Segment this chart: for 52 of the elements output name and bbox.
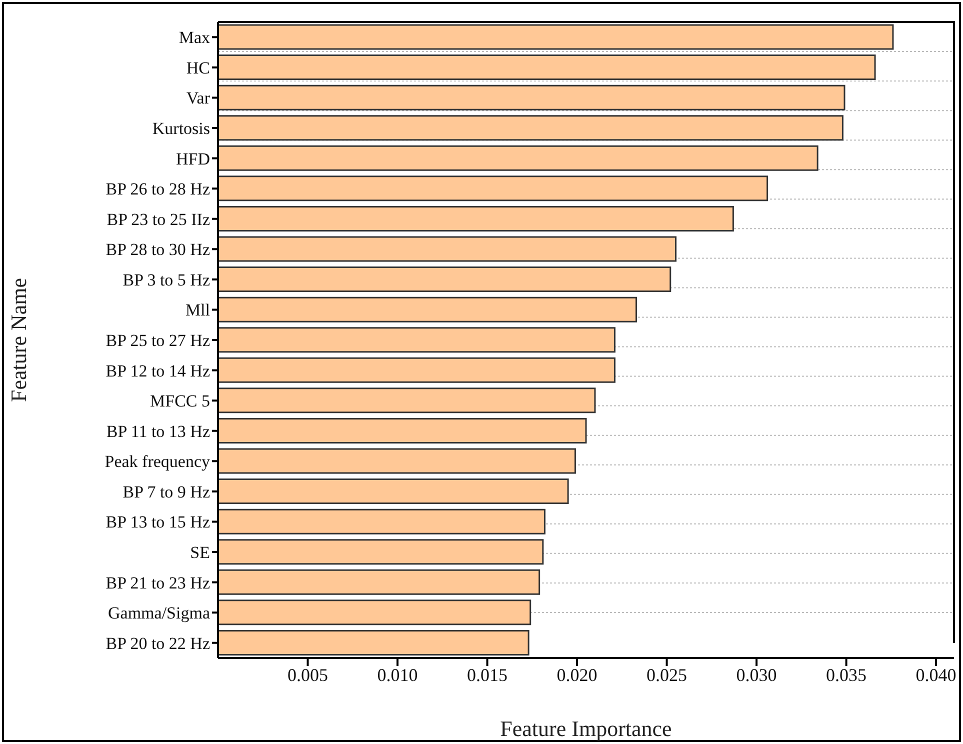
bar [218,115,844,141]
x-tick-label: 0.010 [377,664,418,685]
bar [218,357,616,383]
bar [218,508,546,534]
x-tick-label: 0.015 [467,664,508,685]
bar [218,448,576,474]
bar [218,600,532,626]
bar [218,478,569,504]
y-tick-label: HC [186,58,210,78]
bar [218,539,544,565]
y-tick-label: BP 21 to 23 Hz [106,573,210,592]
y-tick-label: Gamma/Sigma [108,604,210,623]
x-tick-label: 0.020 [556,664,598,685]
bar [218,84,846,110]
y-tick-label: Var [186,88,210,108]
y-tick-label: Max [178,28,210,48]
y-tick-label: BP 28 to 30 Hz [106,240,210,260]
bar [218,388,596,414]
y-tick-label: BP 3 to 5 Hz [122,270,210,290]
x-tick-label: 0.025 [646,664,688,685]
y-tick-label: Mll [185,300,210,320]
y-tick-label: BP 13 to 15 Hz [106,512,210,532]
bar [218,630,530,656]
y-tick-label: BP 12 to 14 Hz [106,361,210,380]
bar [218,418,587,444]
bar [218,327,616,353]
y-tick-label: BP 11 to 13 Hz [106,422,210,441]
bar [218,145,818,171]
y-tick-label: BP 7 to 9 Hz [122,482,210,502]
y-tick-label: Peak frequency [104,452,210,472]
x-axis-title: Feature Importance [500,716,672,741]
bar [218,266,672,292]
y-tick-label: SE [190,543,210,562]
bar [218,236,677,262]
y-tick-label: MFCC 5 [150,392,210,411]
y-tick-label: BP 26 to 28 Hz [106,180,210,199]
bar [218,176,768,202]
bar [218,54,876,80]
y-tick-label: HFD [176,149,210,168]
bar [218,24,894,50]
bar [218,569,540,595]
x-tick-label: 0.040 [916,664,956,685]
y-axis-title: Feature Name [6,278,31,402]
y-tick-label: BP 23 to 25 IIz [106,210,210,229]
x-tick-label: 0.005 [288,664,328,685]
y-tick-label: BP 20 to 22 Hz [106,634,210,653]
y-tick-label: Kurtosis [152,119,210,138]
bar [218,206,734,232]
bar [218,296,638,322]
y-tick-label: BP 25 to 27 Hz [106,331,210,350]
x-tick-label: 0.035 [826,664,867,685]
x-tick-label: 0.030 [736,664,777,685]
